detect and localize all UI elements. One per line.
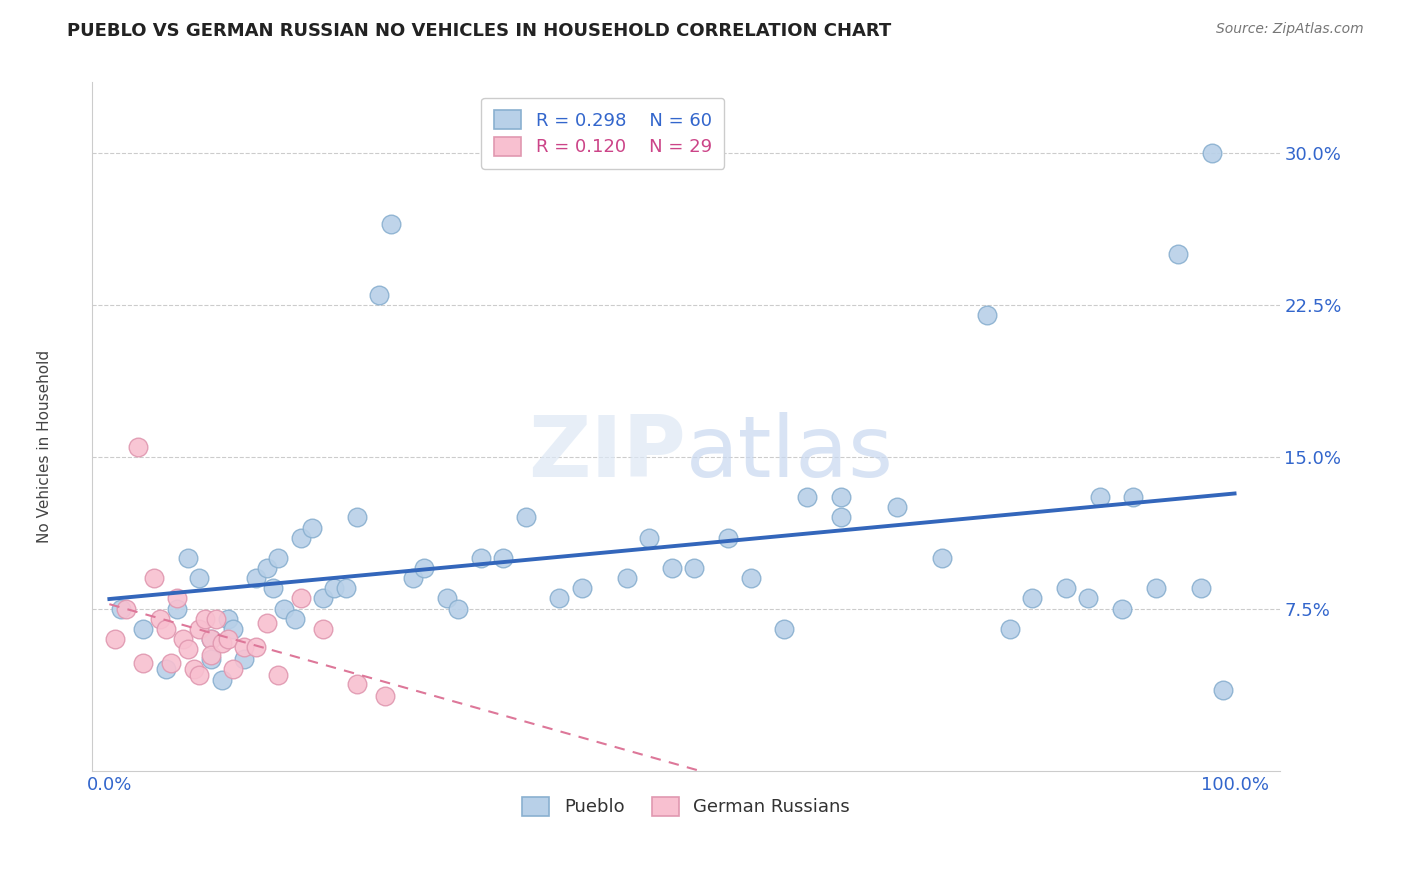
Point [1212,682,1234,697]
Point [177,642,200,657]
Point [211,673,233,687]
Point [188,668,211,682]
Point [290,591,312,606]
Point [413,561,436,575]
Point [245,640,267,654]
Point [346,676,368,690]
Point [200,632,222,646]
Point [132,622,155,636]
Point [796,490,818,504]
Point [301,520,323,534]
Point [273,601,295,615]
Point [183,662,205,676]
Point [717,531,740,545]
Point [262,582,284,596]
Point [256,561,278,575]
Point [211,636,233,650]
Point [683,561,706,575]
Point [1088,490,1111,504]
Point [155,662,177,676]
Point [830,510,852,524]
Point [773,622,796,636]
Point [267,668,290,682]
Point [194,612,217,626]
Point [200,648,222,663]
Point [931,551,953,566]
Point [1122,490,1144,504]
Point [374,689,396,703]
Point [233,652,256,666]
Point [1054,582,1077,596]
Point [1189,582,1212,596]
Point [166,601,188,615]
Point [188,622,211,636]
Point [233,640,256,654]
Point [976,308,998,322]
Point [222,662,245,676]
Point [346,510,368,524]
Point [115,601,138,615]
Point [149,612,172,626]
Point [1111,601,1133,615]
Point [1021,591,1043,606]
Legend: Pueblo, German Russians: Pueblo, German Russians [515,789,858,823]
Point [155,622,177,636]
Point [335,582,357,596]
Point [548,591,571,606]
Point [290,531,312,545]
Point [222,622,245,636]
Text: PUEBLO VS GERMAN RUSSIAN NO VEHICLES IN HOUSEHOLD CORRELATION CHART: PUEBLO VS GERMAN RUSSIAN NO VEHICLES IN … [67,22,891,40]
Point [188,571,211,585]
Point [143,571,166,585]
Text: atlas: atlas [686,412,894,495]
Point [515,510,537,524]
Point [998,622,1021,636]
Point [380,217,402,231]
Point [638,531,661,545]
Point [172,632,194,646]
Text: No Vehicles in Household: No Vehicles in Household [38,350,52,542]
Point [127,440,149,454]
Point [616,571,638,585]
Point [740,571,762,585]
Point [284,612,307,626]
Point [217,612,239,626]
Point [267,551,290,566]
Point [447,601,470,615]
Point [886,500,908,515]
Point [571,582,593,596]
Point [217,632,239,646]
Point [1167,247,1189,261]
Point [200,652,222,666]
Point [132,657,155,671]
Point [492,551,515,566]
Point [200,632,222,646]
Point [312,591,335,606]
Point [323,582,346,596]
Point [368,287,391,301]
Point [1144,582,1167,596]
Point [312,622,335,636]
Point [1077,591,1099,606]
Point [160,657,183,671]
Point [245,571,267,585]
Point [661,561,683,575]
Point [104,632,127,646]
Point [402,571,425,585]
Point [177,551,200,566]
Point [470,551,492,566]
Text: Source: ZipAtlas.com: Source: ZipAtlas.com [1216,22,1364,37]
Text: ZIP: ZIP [529,412,686,495]
Point [256,615,278,630]
Point [830,490,852,504]
Point [205,612,228,626]
Point [110,601,132,615]
Point [1201,145,1223,160]
Point [436,591,458,606]
Point [166,591,188,606]
